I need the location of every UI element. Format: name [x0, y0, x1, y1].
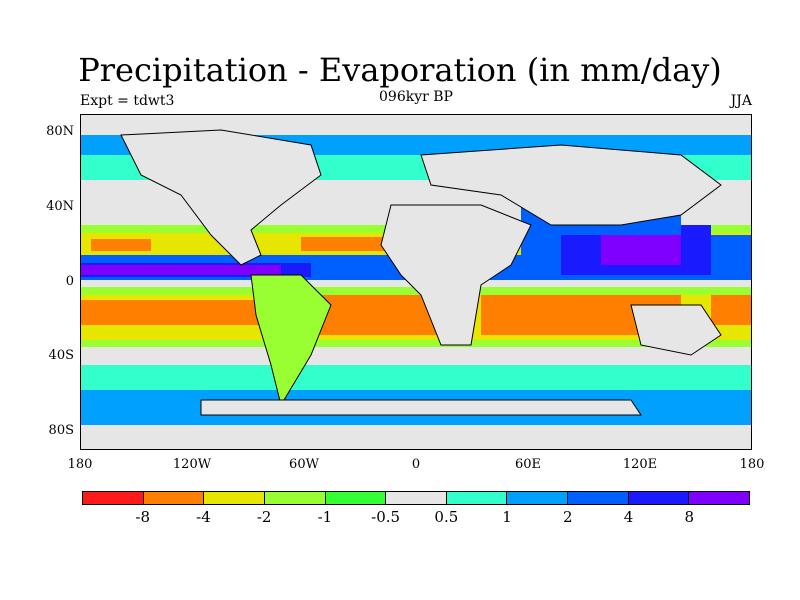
season-label: JJA — [730, 93, 752, 109]
lon-label-180w: 180 — [67, 457, 93, 472]
map-title: Precipitation - Evaporation (in mm/day) — [78, 51, 722, 89]
colorbar-label: 2 — [563, 508, 573, 526]
colorbar-swatch — [507, 492, 569, 504]
map-plot-area — [80, 114, 752, 450]
lat-label-40n: 40N — [46, 199, 74, 214]
colorbar — [82, 491, 750, 505]
colorbar-label: -4 — [196, 508, 211, 526]
precip-evap-field — [81, 115, 751, 449]
lat-label-80s: 80S — [48, 423, 74, 438]
lat-label-0: 0 — [65, 274, 74, 289]
colorbar-label: 4 — [623, 508, 634, 526]
lon-label-60w: 60W — [289, 457, 319, 472]
colorbar-swatch — [325, 492, 387, 504]
colorbar-swatch — [264, 492, 326, 504]
experiment-label: Expt = tdwt3 — [80, 93, 175, 109]
colorbar-swatch — [689, 492, 750, 504]
lat-label-80n: 80N — [46, 124, 74, 139]
lon-label-120e: 120E — [622, 457, 658, 472]
colorbar-swatch — [628, 492, 690, 504]
colorbar-swatch — [386, 492, 447, 504]
colorbar-swatch — [204, 492, 265, 504]
colorbar-swatch — [446, 492, 508, 504]
colorbar-swatch — [143, 492, 205, 504]
colorbar-swatch — [83, 492, 144, 504]
colorbar-swatch — [568, 492, 629, 504]
colorbar-label: -2 — [256, 508, 272, 526]
colorbar-label: -1 — [317, 508, 333, 526]
colorbar-label: 1 — [502, 508, 512, 526]
lon-label-60e: 60E — [514, 457, 542, 472]
lat-label-40s: 40S — [48, 348, 74, 363]
colorbar-label: -0.5 — [371, 508, 401, 526]
colorbar-label: 8 — [684, 508, 695, 526]
colorbar-label: 0.5 — [434, 508, 459, 526]
lon-label-180e: 180 — [739, 457, 765, 472]
colorbar-label: -8 — [135, 508, 151, 526]
lon-label-0: 0 — [411, 457, 421, 472]
lon-label-120w: 120W — [172, 457, 212, 472]
map-subtitle: 096kyr BP — [379, 89, 453, 105]
